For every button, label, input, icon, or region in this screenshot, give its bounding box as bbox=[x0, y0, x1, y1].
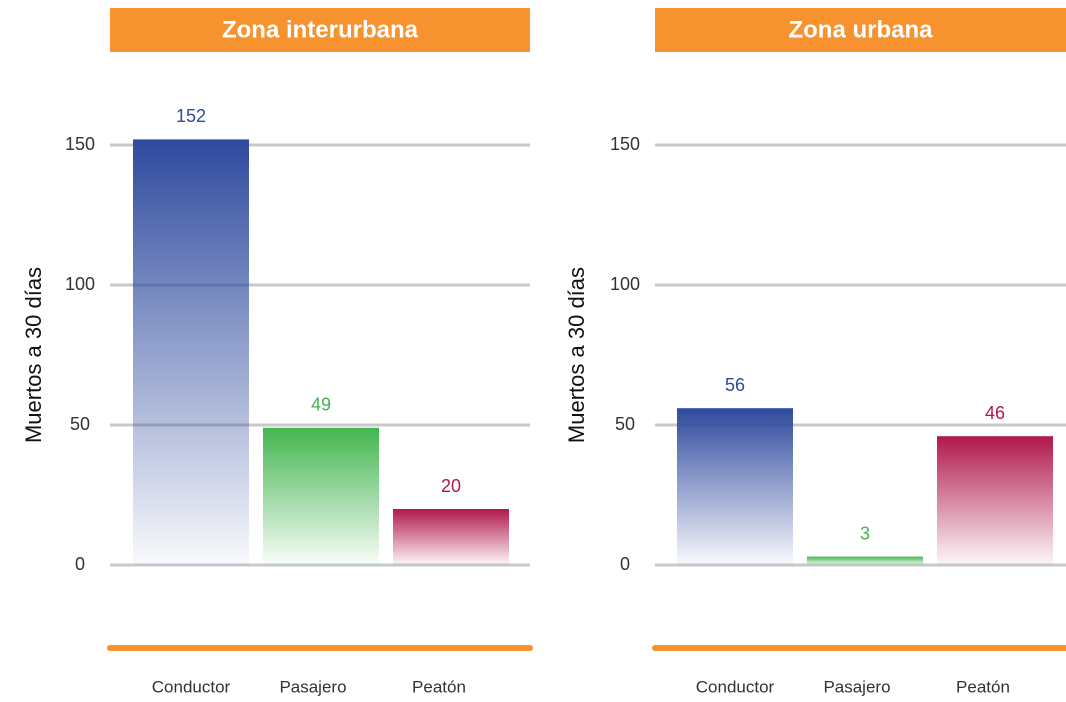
x-tick-label: Pasajero bbox=[823, 677, 890, 696]
value-label: 49 bbox=[311, 395, 331, 415]
x-tick-label: Conductor bbox=[152, 677, 231, 696]
y-tick-label: 50 bbox=[70, 414, 90, 434]
y-tick-label: 0 bbox=[620, 554, 630, 574]
bar bbox=[807, 556, 923, 565]
bar bbox=[937, 436, 1053, 565]
y-axis-title: Muertos a 30 días bbox=[21, 267, 46, 443]
bar bbox=[677, 408, 793, 565]
bar bbox=[263, 427, 379, 565]
y-tick-label: 50 bbox=[615, 414, 635, 434]
value-label: 46 bbox=[985, 403, 1005, 423]
y-tick-label: 100 bbox=[65, 274, 95, 294]
value-label: 20 bbox=[441, 476, 461, 496]
title-banner bbox=[655, 8, 1066, 52]
bar bbox=[393, 509, 509, 565]
chart-title: Zona urbana bbox=[788, 16, 933, 43]
x-tick-label: Pasajero bbox=[279, 677, 346, 696]
value-label: 56 bbox=[725, 375, 745, 395]
title-banner bbox=[110, 8, 530, 52]
y-tick-label: 0 bbox=[75, 554, 85, 574]
bar bbox=[133, 139, 249, 565]
y-axis-title: Muertos a 30 días bbox=[564, 267, 589, 443]
value-label: 3 bbox=[860, 523, 870, 543]
y-tick-label: 150 bbox=[610, 134, 640, 154]
x-tick-label: Conductor bbox=[696, 677, 775, 696]
value-label: 152 bbox=[176, 106, 206, 126]
x-tick-label: Peatón bbox=[956, 677, 1010, 696]
y-tick-label: 150 bbox=[65, 134, 95, 154]
chart-title: Zona interurbana bbox=[222, 16, 419, 43]
y-tick-label: 100 bbox=[610, 274, 640, 294]
x-tick-label: Peatón bbox=[412, 677, 466, 696]
